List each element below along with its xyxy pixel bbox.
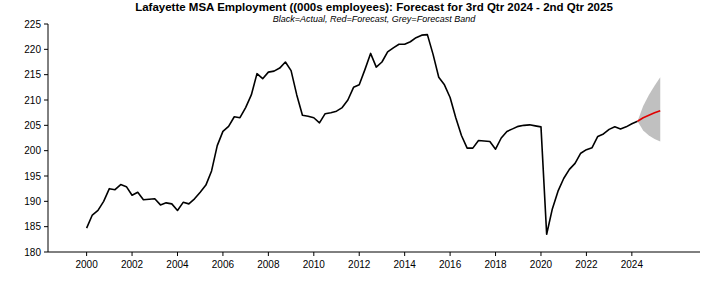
y-tick-label: 185: [24, 221, 41, 232]
title: Lafayette MSA Employment ((000s employee…: [135, 1, 613, 13]
y-axis: [48, 24, 49, 252]
x-tick: [404, 252, 405, 256]
y-tick-label: 220: [24, 44, 41, 55]
y-tick: [44, 150, 48, 151]
x-tick-label: 2008: [257, 259, 280, 270]
y-tick-label: 195: [24, 171, 41, 182]
x-axis: [48, 252, 700, 253]
x-tick: [495, 252, 496, 256]
x-tick: [177, 252, 178, 256]
y-tick: [44, 74, 48, 75]
y-tick: [44, 100, 48, 101]
x-tick: [359, 252, 360, 256]
y-tick: [44, 176, 48, 177]
y-tick-label: 200: [24, 145, 41, 156]
x-tick-label: 2014: [394, 259, 417, 270]
x-tick-label: 2012: [348, 259, 371, 270]
x-tick-label: 2024: [621, 259, 644, 270]
x-tick-label: 2006: [212, 259, 235, 270]
x-tick-label: 2016: [439, 259, 462, 270]
subtitle: Black=Actual, Red=Forecast, Grey=Forecas…: [273, 14, 476, 24]
line-series: [87, 35, 638, 235]
x-tick: [268, 252, 269, 256]
x-tick: [313, 252, 314, 256]
x-tick-label: 2002: [121, 259, 144, 270]
x-tick-label: 2004: [166, 259, 189, 270]
y-tick-label: 215: [24, 69, 41, 80]
forecast-band: [638, 77, 661, 141]
y-tick: [44, 49, 48, 50]
y-tick-label: 190: [24, 196, 41, 207]
background: [0, 0, 712, 282]
x-tick: [586, 252, 587, 256]
y-tick-label: 180: [24, 247, 41, 258]
y-tick-label: 210: [24, 95, 41, 106]
y-tick: [44, 252, 48, 253]
x-tick-label: 2018: [484, 259, 507, 270]
x-tick: [631, 252, 632, 256]
x-tick: [540, 252, 541, 256]
y-tick: [44, 24, 48, 25]
y-tick: [44, 125, 48, 126]
line-series: [638, 111, 661, 122]
chart: Lafayette MSA Employment ((000s employee…: [0, 0, 712, 282]
y-tick-label: 205: [24, 120, 41, 131]
x-tick: [222, 252, 223, 256]
y-tick-label: 225: [24, 19, 41, 30]
y-tick: [44, 201, 48, 202]
y-tick: [44, 226, 48, 227]
x-tick-label: 2020: [530, 259, 553, 270]
x-tick: [450, 252, 451, 256]
x-tick-label: 2000: [75, 259, 98, 270]
x-tick: [132, 252, 133, 256]
plot-area: [87, 35, 661, 235]
x-tick: [86, 252, 87, 256]
x-tick-label: 2022: [575, 259, 598, 270]
x-tick-label: 2010: [303, 259, 326, 270]
